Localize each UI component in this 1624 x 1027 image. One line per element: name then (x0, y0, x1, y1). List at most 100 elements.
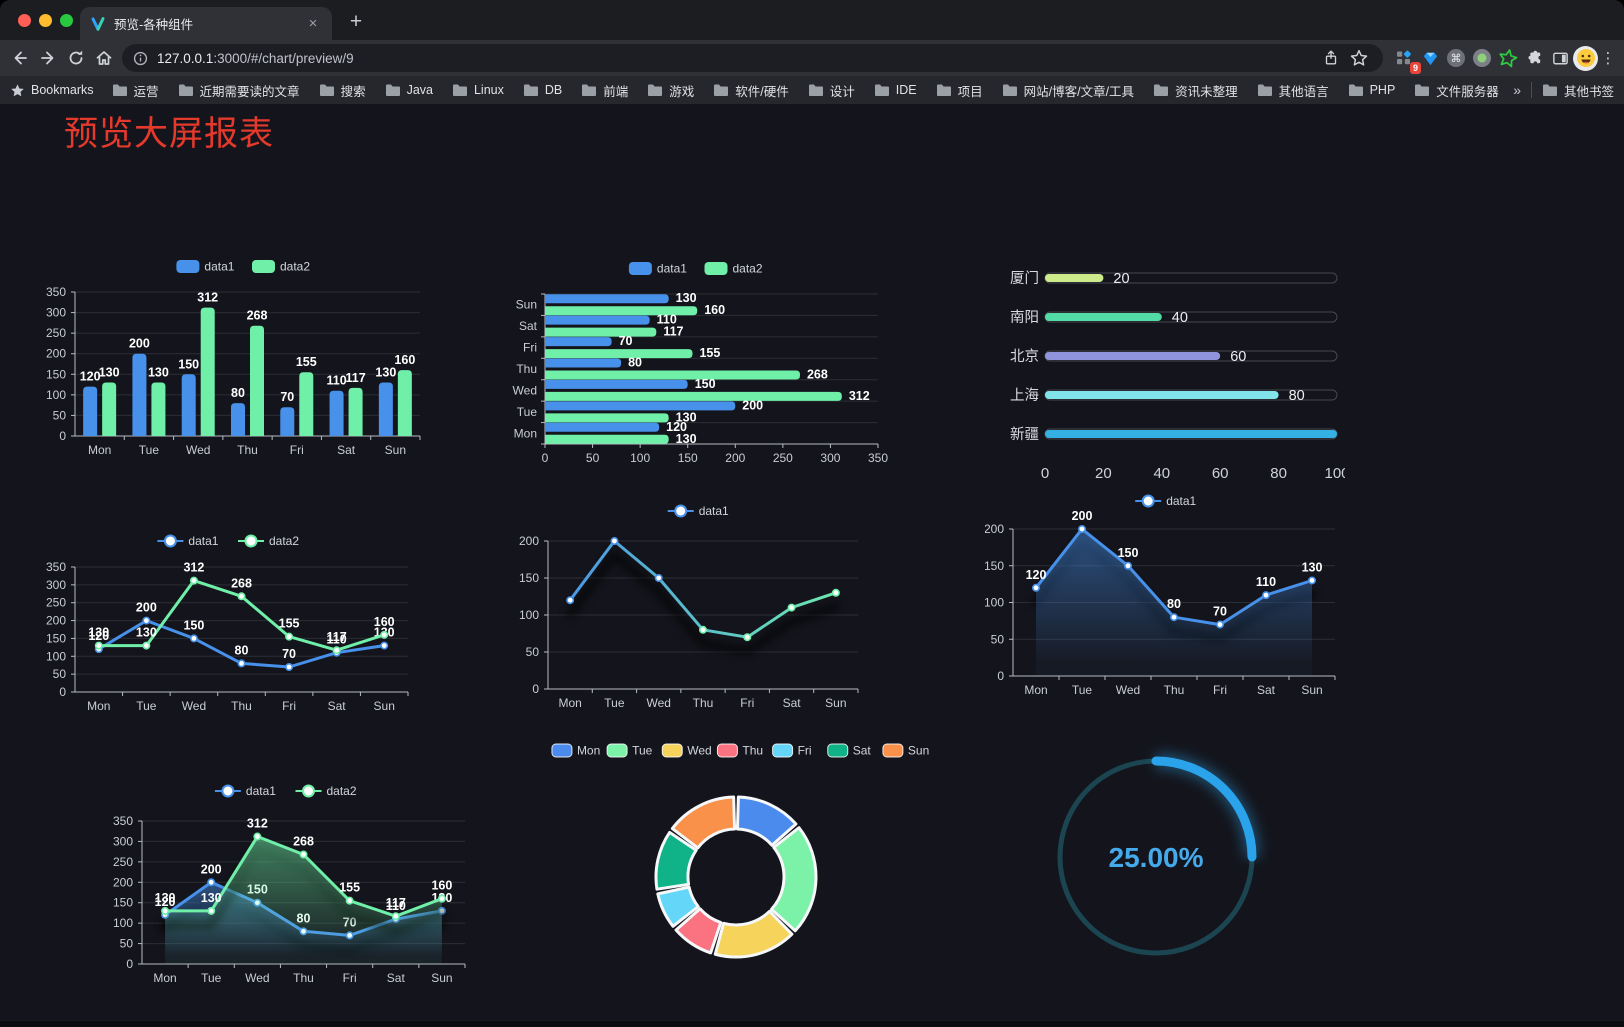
svg-text:data2: data2 (327, 784, 357, 798)
chart-canvas[interactable]: data1 data2 0 50 100 150 200 250 300 350 Mon Tue Wed… (30, 252, 460, 466)
chart-canvas[interactable]: data1 data2 0 50 100 150 200 250 300 350 Mon Tue Wed… (40, 529, 420, 742)
chart-line-two-series[interactable]: data1 data2 0 50 100 150 200 250 300 350 Mon Tue Wed… (40, 529, 420, 742)
svg-text:Tue: Tue (517, 405, 538, 419)
bookmarks-divider (1530, 82, 1532, 98)
chart-canvas[interactable]: 厦门20南阳40北京60上海80新疆100020406080100 (995, 254, 1371, 494)
bookmark-folder[interactable]: 搜索 (319, 81, 366, 100)
svg-text:160: 160 (431, 879, 452, 893)
bookmark-folder[interactable]: 设计 (808, 81, 855, 100)
window-minimize-button[interactable] (39, 14, 52, 27)
bookmark-folder[interactable]: 运营 (112, 81, 159, 100)
svg-text:Fri: Fri (740, 696, 754, 710)
bookmark-folder[interactable]: 资讯未整理 (1153, 81, 1238, 100)
back-button[interactable] (6, 44, 34, 72)
svg-text:100: 100 (519, 608, 539, 622)
chart-canvas[interactable]: Mon Tue Wed Thu Fri Sat Sun (540, 734, 940, 986)
chart-canvas[interactable]: 25.00% (1040, 737, 1280, 982)
bookmark-folder-label: 前端 (603, 84, 629, 99)
chart-canvas[interactable]: data1 0 50 100 150 200 Mon Tue Wed Thu Fri Sat Sun 12… (984, 489, 1350, 701)
svg-text:130: 130 (676, 432, 697, 446)
folder-icon (874, 84, 890, 97)
chart-city-progress[interactable]: 厦门20南阳40北京60上海80新疆100020406080100 (995, 254, 1371, 494)
svg-text:100: 100 (46, 649, 66, 663)
window-close-button[interactable] (18, 14, 31, 27)
svg-text:150: 150 (183, 618, 204, 632)
svg-text:100: 100 (630, 451, 650, 465)
chart-canvas[interactable]: data1 data2 Sun Sat Fri Thu Wed Tue Mon 0 50 100 150… (505, 254, 890, 469)
bookmark-folder[interactable]: 网站/博客/文章/工具 (1002, 81, 1134, 100)
home-button[interactable] (90, 44, 118, 72)
bookmark-folder[interactable]: 其他语言 (1257, 81, 1329, 100)
share-button[interactable] (1317, 44, 1345, 72)
chart-canvas[interactable]: data1 data2 0 50 100 150 200 250 300 350 Mon Tue Wed… (95, 779, 480, 993)
bookmarks-root-button[interactable]: Bookmarks (10, 83, 94, 98)
svg-text:Sun: Sun (516, 298, 537, 312)
extension-blue-gem-icon[interactable] (1417, 45, 1443, 71)
extension-tab-manager-icon[interactable]: 9 (1391, 45, 1421, 74)
chart-horizontal-bar[interactable]: data1 data2 Sun Sat Fri Thu Wed Tue Mon 0 50 100 150… (505, 254, 890, 469)
svg-text:110: 110 (657, 313, 677, 327)
bookmark-folder[interactable]: Linux (452, 83, 504, 97)
svg-text:Mon: Mon (514, 426, 537, 440)
svg-text:120: 120 (666, 420, 687, 434)
svg-text:50: 50 (991, 632, 1005, 646)
svg-text:Thu: Thu (293, 971, 314, 985)
svg-text:Mon: Mon (88, 443, 111, 457)
svg-text:80: 80 (628, 356, 642, 370)
side-panel-icon[interactable] (1547, 45, 1573, 71)
chart-grouped-bar[interactable]: data1 data2 0 50 100 150 200 250 300 350 Mon Tue Wed… (30, 252, 460, 466)
window-zoom-button[interactable] (60, 14, 73, 27)
chart-line-gradient[interactable]: data1 0 50 100 150 200 Mon Tue Wed Thu Fri Sat Sun (505, 499, 895, 715)
svg-text:250: 250 (46, 326, 66, 340)
reload-button[interactable] (62, 44, 90, 72)
bookmark-folder[interactable]: IDE (874, 83, 917, 97)
chart-gauge[interactable]: 25.00% (1040, 737, 1280, 982)
svg-text:200: 200 (985, 522, 1004, 536)
url-text[interactable]: 127.0.0.1:3000/#/chart/preview/9 (157, 51, 1317, 66)
star-icon (11, 83, 24, 96)
folder-icon (808, 84, 824, 97)
bookmark-folder[interactable]: 文件服务器 (1414, 81, 1499, 100)
chart-canvas[interactable]: data1 0 50 100 150 200 Mon Tue Wed Thu Fri Sat Sun (505, 499, 895, 715)
extensions-puzzle-icon[interactable] (1521, 45, 1547, 71)
bookmark-folder-label: 游戏 (669, 84, 695, 99)
chart-area-two-series[interactable]: data1 data2 0 50 100 150 200 250 300 350 Mon Tue Wed… (95, 779, 480, 993)
chart-donut[interactable]: Mon Tue Wed Thu Fri Sat Sun (540, 734, 940, 986)
bookmark-star-button[interactable] (1345, 44, 1373, 72)
browser-tab[interactable]: 预览-各种组件 × (80, 7, 332, 40)
tab-strip: 预览-各种组件 × + (0, 0, 1624, 40)
forward-button[interactable] (34, 44, 62, 72)
svg-text:Tue: Tue (201, 971, 222, 985)
bookmark-folder[interactable]: 前端 (581, 81, 628, 100)
bookmark-folder[interactable]: Java (385, 83, 433, 97)
site-info-icon[interactable] (132, 50, 149, 67)
profile-avatar[interactable] (1573, 45, 1598, 71)
extension-green-star-icon[interactable] (1495, 45, 1521, 71)
bookmark-folder[interactable]: 近期需要读的文章 (178, 81, 300, 100)
svg-text:Wed: Wed (646, 696, 670, 710)
bookmark-folder[interactable]: 软件/硬件 (713, 81, 789, 100)
svg-text:Tue: Tue (604, 696, 625, 710)
svg-text:60: 60 (1230, 349, 1246, 365)
svg-text:Sat: Sat (1257, 683, 1276, 697)
new-tab-button[interactable]: + (349, 10, 363, 33)
other-bookmarks-button[interactable]: 其他书签 (1542, 81, 1614, 100)
bookmark-folder[interactable]: 项目 (936, 81, 983, 100)
bookmark-folder[interactable]: 游戏 (647, 81, 694, 100)
extension-command-icon[interactable]: ⌘ (1443, 45, 1469, 71)
svg-text:Wed: Wed (186, 443, 210, 457)
svg-text:60: 60 (1212, 465, 1229, 482)
browser-menu-button[interactable]: ⋮ (1600, 50, 1616, 67)
extension-record-dot-icon[interactable] (1469, 45, 1495, 71)
svg-text:40: 40 (1172, 310, 1188, 326)
tab-close-icon[interactable]: × (308, 15, 318, 32)
bookmarks-overflow-chevron[interactable]: » (1513, 82, 1521, 98)
svg-text:110: 110 (327, 633, 347, 647)
bookmarks-label: Bookmarks (31, 83, 94, 97)
svg-text:117: 117 (345, 371, 365, 385)
chart-area-single[interactable]: data1 0 50 100 150 200 Mon Tue Wed Thu Fri Sat Sun 12… (984, 489, 1350, 701)
bookmark-folder[interactable]: PHP (1348, 83, 1395, 97)
bookmark-folder[interactable]: DB (523, 83, 562, 97)
address-bar[interactable]: 127.0.0.1:3000/#/chart/preview/9 (122, 44, 1383, 72)
